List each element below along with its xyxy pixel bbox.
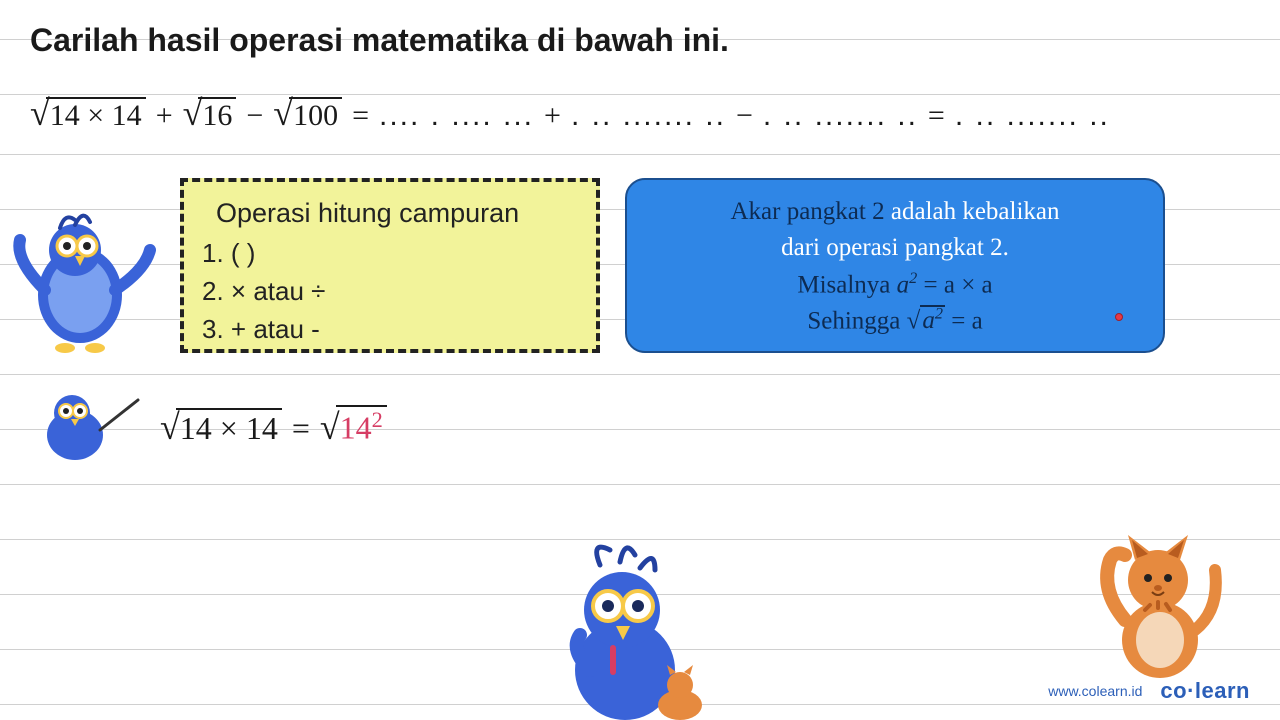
blank-4: . .. ....... .. xyxy=(955,99,1110,133)
blue-line-2: dari operasi pangkat 2. xyxy=(651,230,1139,266)
radicand-3: 100 xyxy=(289,97,342,133)
cat-mascot-icon xyxy=(1080,510,1230,680)
work-rhs-radicand: 142 xyxy=(336,405,387,447)
bird-mascot-thinking-icon xyxy=(540,540,710,720)
blue-line-4: Sehingga √a2 = a xyxy=(651,303,1139,340)
sqrt-term-3: √ 100 xyxy=(273,95,342,133)
footer-url: www.colearn.id xyxy=(1048,683,1142,699)
sqrt-a-squared: √a2 xyxy=(907,305,945,334)
blank-3: . .. ....... .. xyxy=(763,99,918,133)
rule-1: 1. ( ) xyxy=(202,235,578,273)
blank-1: .... . .... ... xyxy=(379,99,534,133)
page-title: Carilah hasil operasi matematika di bawa… xyxy=(30,22,729,59)
work-rhs: √ 142 xyxy=(320,405,387,447)
op-minus: − xyxy=(246,99,263,133)
brand-logo: co·learn xyxy=(1160,678,1250,704)
square-root-info-box: Akar pangkat 2 adalah kebalikan dari ope… xyxy=(625,178,1165,353)
blue-line-4-prefix: Sehingga xyxy=(807,307,906,334)
yellow-box-title: Operasi hitung campuran xyxy=(202,194,578,233)
work-equals: = xyxy=(292,410,310,447)
equals-1: = xyxy=(352,99,369,133)
rule-2: 2. × atau ÷ xyxy=(202,273,578,311)
blue-line-3-eq: = a × a xyxy=(917,271,992,298)
radicand-2: 16 xyxy=(198,97,236,133)
bird-mascot-small-icon xyxy=(30,385,140,465)
main-equation: √ 14 × 14 + √ 16 − √ 100 = .... . .... .… xyxy=(30,95,1110,133)
var-a: a xyxy=(897,271,910,298)
blue-line-3: Misalnya a2 = a × a xyxy=(651,267,1139,304)
equals-2: = xyxy=(928,99,945,133)
footer: www.colearn.id co·learn xyxy=(1048,678,1250,704)
blue-line-3-prefix: Misalnya xyxy=(797,271,896,298)
working-step: √ 14 × 14 = √ 142 xyxy=(160,405,387,447)
radicand-1: 14 × 14 xyxy=(46,97,146,133)
blue-line-1b: adalah kebalikan xyxy=(891,198,1060,225)
sqrt-term-2: √ 16 xyxy=(183,95,237,133)
rule-3: 3. + atau - xyxy=(202,311,578,349)
work-lhs-radicand: 14 × 14 xyxy=(176,408,282,447)
operations-order-box: Operasi hitung campuran 1. ( ) 2. × atau… xyxy=(180,178,600,353)
blue-line-1a: Akar pangkat 2 xyxy=(730,198,890,225)
bird-mascot-pointing-icon xyxy=(5,200,165,360)
cursor-dot-icon xyxy=(1115,313,1123,321)
blue-line-4-eq: = a xyxy=(945,307,983,334)
blank-2: . .. ....... .. xyxy=(571,99,726,133)
blank-minus: − xyxy=(736,99,753,133)
sqrt-term-1: √ 14 × 14 xyxy=(30,95,146,133)
work-lhs: √ 14 × 14 xyxy=(160,408,282,447)
op-plus: + xyxy=(156,99,173,133)
blue-line-1: Akar pangkat 2 adalah kebalikan xyxy=(651,194,1139,230)
blank-plus: + xyxy=(544,99,561,133)
